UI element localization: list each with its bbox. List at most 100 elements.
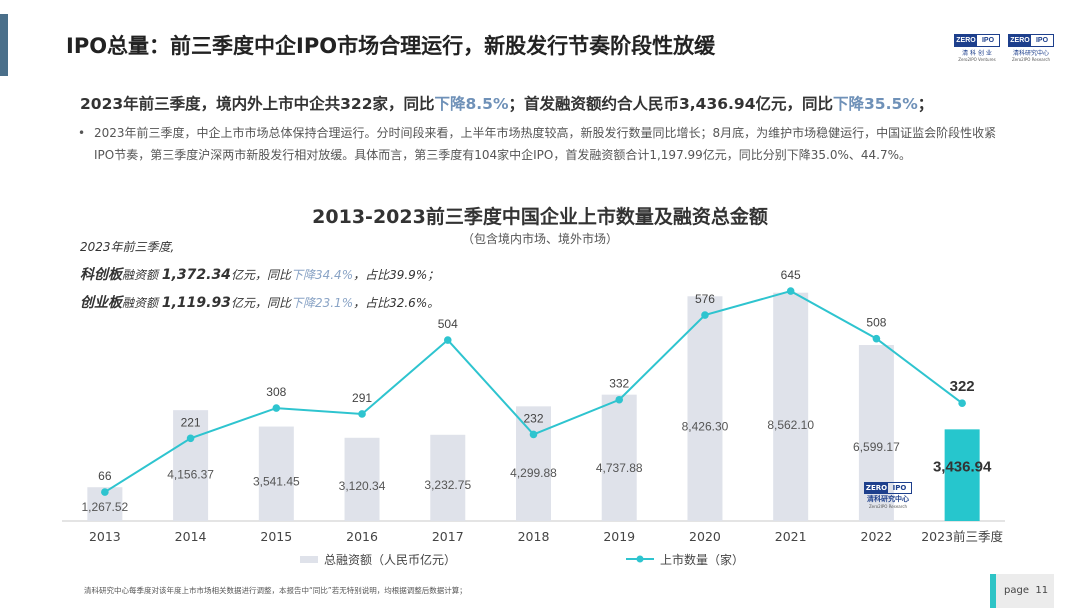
listings-value-label: 645 [781,268,801,282]
bullet-paragraph: • 2023年前三季度，中企上市市场总体保持合理运行。分时间段来看，上半年市场热… [78,122,1000,166]
legend-line-label: 上市数量（家） [660,552,744,567]
note-board-name: 创业板 [80,295,122,311]
bar-2016 [344,437,380,521]
x-tick-label: 2019 [603,529,635,544]
note-share: ，占比32.6%。 [353,296,440,310]
legend-bar-swatch [300,556,318,563]
note-cyb: 创业板融资额 1,119.93亿元，同比下降23.1%，占比32.6%。 [80,292,439,312]
headline-highlight: 下降8.5% [434,95,509,113]
logo-left-text: ZERO [955,35,977,46]
chart-subtitle: （包含境内市场、境外市场） [461,232,618,246]
bar-value-label: 3,232.75 [424,478,471,492]
note-unit: 亿元 [230,296,255,310]
bullet-text: 2023年前三季度，中企上市市场总体保持合理运行。分时间段来看，上半年市场热度较… [94,126,997,162]
bar-value-label: 4,156.37 [167,467,214,481]
x-tick-label: 2015 [260,529,292,544]
x-tick-label: 2018 [518,529,550,544]
listings-point-2019 [615,395,624,404]
x-tick-label: 2022 [861,529,893,544]
listings-point-2022 [872,334,881,343]
page-title: IPO总量：前三季度中企IPO市场合理运行，新股发行节奏阶段性放缓 [66,34,716,58]
note-label: 融资额 [122,268,159,282]
logo-cn-text: 清科研究中心 [1012,50,1049,57]
watermark-en-text: Zero2IPO Research [868,504,908,509]
x-tick-label: 2020 [689,529,721,544]
page-tab-accent [990,574,996,608]
listings-value-label: 508 [866,316,886,330]
listings-value-label: 322 [950,378,975,395]
x-tick-label: 2013 [89,529,121,544]
bar-2015 [258,426,294,521]
bar-value-label: 3,436.94 [933,458,992,475]
legend-bar-label: 总融资额（人民币亿元） [324,552,456,567]
x-tick-label: 2021 [775,529,807,544]
page-number-value: 11 [1035,585,1049,596]
note-yoy-prefix: ，同比 [254,268,291,282]
logo-right-text: IPO [981,37,995,44]
note-share: ，占比39.9%； [353,268,440,282]
note-yoy: 下降23.1% [290,296,354,310]
note-amount: 1,372.34 [161,267,231,283]
watermark-left-text: ZERO [865,483,888,493]
listings-value-label: 576 [695,292,715,306]
headline-text: ；首发融资额约合人民币3,436.94亿元，同比 [508,95,834,113]
bar-value-label: 4,737.88 [596,461,643,475]
listings-value-label: 332 [609,377,629,391]
listings-point-2021 [786,287,795,295]
bar-2018 [516,406,551,521]
listings-point-2017 [443,336,452,344]
watermark-cn-text: 清科研究中心 [867,495,909,503]
listings-point-2014 [186,434,195,443]
bar-2014 [173,410,209,521]
listings-value-label: 291 [352,391,372,405]
listings-point-2020 [701,311,709,319]
footnote: 清科研究中心每季度对该年度上市市场相关数据进行调整，本报告中“同比”若无特别说明… [84,586,467,595]
listings-value-label: 66 [98,469,112,483]
zero2ipo-ventures-logo: ZERO IPO 清 科 创 业 Zero2IPO Ventures [954,34,1000,62]
bar-value-label: 8,426.30 [682,420,729,434]
bar-2023前三季度 [944,429,980,521]
bullet-dot: • [78,126,86,140]
x-tick-label: 2017 [432,529,464,544]
listings-value-label: 232 [523,411,543,425]
bar-2019 [601,394,637,521]
x-tick-label: 2023前三季度 [921,529,1003,544]
chart-title: 2013-2023前三季度中国企业上市数量及融资总金额 [312,206,768,228]
note-amount: 1,119.93 [161,295,231,311]
listings-value-label: 221 [181,415,201,429]
listings-point-2016 [358,410,366,418]
note-intro: 2023年前三季度, [80,240,175,254]
watermark-logo: ZERO IPO 清科研究中心 Zero2IPO Research [864,482,912,509]
logo-group: ZERO IPO 清 科 创 业 Zero2IPO Ventures ZERO IP… [954,34,1054,62]
bar-2020 [687,296,723,521]
note-kcb: 科创板融资额 1,372.34亿元，同比下降34.4%，占比39.9%； [80,264,439,284]
bar-value-label: 4,299.88 [510,466,557,480]
logo-cn-text: 清 科 创 业 [962,50,992,57]
note-yoy-prefix: ，同比 [254,296,291,310]
x-tick-label: 2016 [346,529,378,544]
bar-2021 [773,292,809,521]
logo-left-text: ZERO [1009,35,1031,46]
bar-value-label: 8,562.10 [767,418,814,432]
headline-text: 2023年前三季度，境内外上市中企共322家，同比 [80,95,435,113]
listings-point-2023前三季度 [958,399,966,408]
listings-point-2015 [272,404,281,412]
note-yoy: 下降34.4% [290,268,354,282]
listings-value-label: 308 [266,385,286,399]
bar-value-label: 1,267.52 [82,500,129,514]
listings-point-2018 [529,430,538,439]
logo-right-text: IPO [1035,37,1049,44]
watermark-right-text: IPO [892,484,907,492]
logo-en-text: Zero2IPO Ventures [958,57,996,62]
headline-summary: 2023年前三季度，境内外上市中企共322家，同比下降8.5%；首发融资额约合人… [80,92,933,114]
note-unit: 亿元 [230,268,255,282]
listings-point-2013 [101,488,109,496]
bar-2017 [430,434,466,521]
legend-line-marker [636,555,644,563]
headline-highlight: 下降35.5% [833,95,918,113]
headline-text: ； [917,95,934,113]
bar-value-label: 3,120.34 [339,479,386,493]
note-board-name: 科创板 [80,267,122,283]
page-label: page [1004,585,1029,596]
